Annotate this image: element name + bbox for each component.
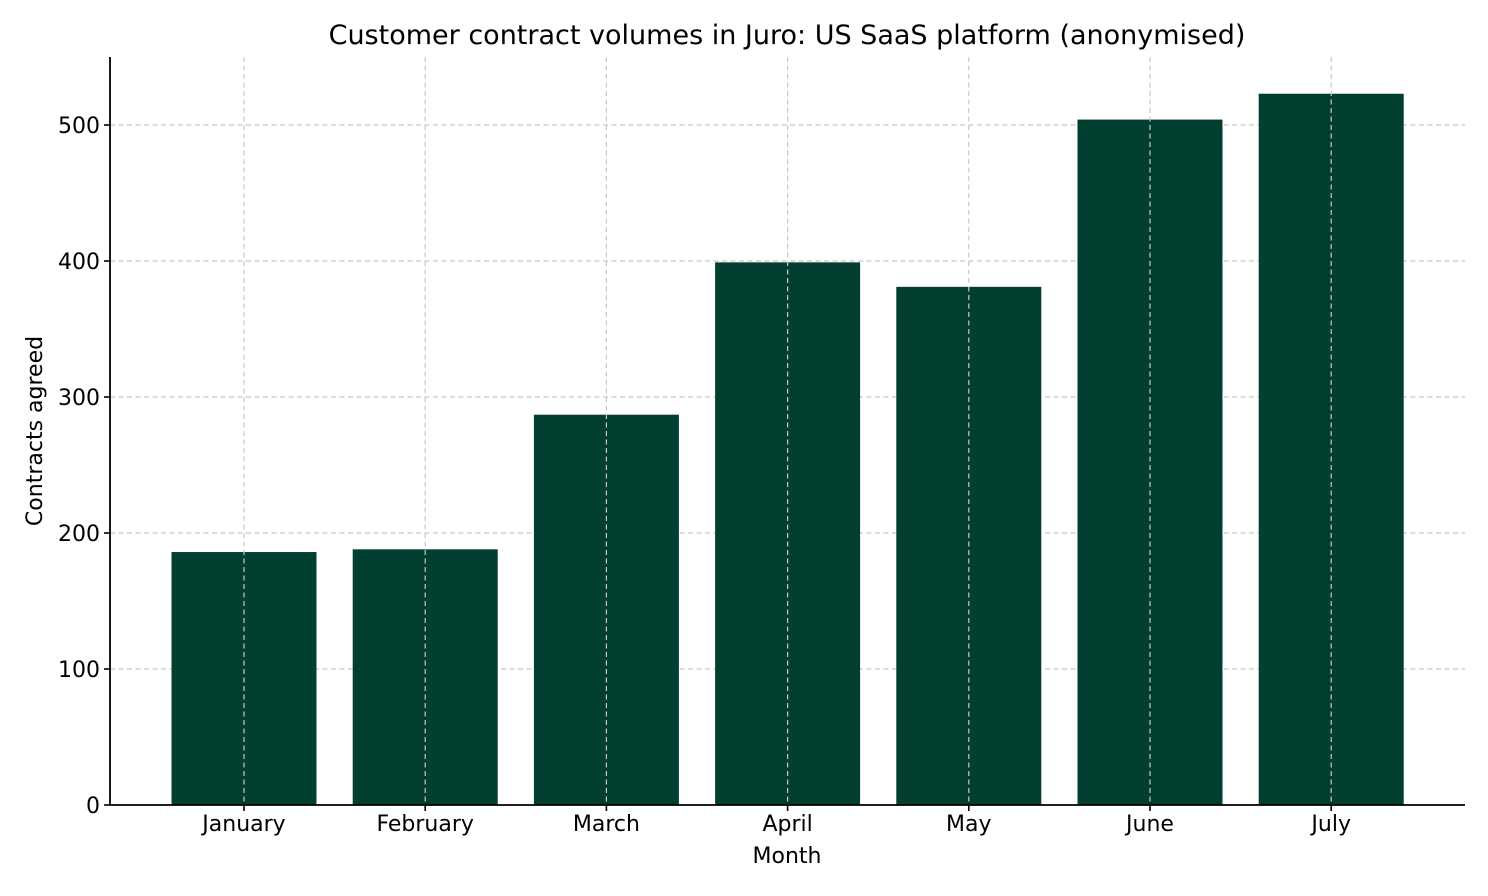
ticks-layer: 0 100 200 300 400 500 January February March Apri…	[58, 114, 1351, 837]
x-axis-label: Month	[753, 844, 822, 869]
y-tick-label: 300	[58, 386, 100, 411]
x-tick-label: January	[200, 812, 285, 837]
y-axis-label: Contracts agreed	[23, 336, 48, 526]
x-tick-label: June	[1124, 812, 1174, 837]
bar-february	[352, 549, 498, 805]
y-tick-label: 400	[58, 250, 100, 275]
y-tick-label: 500	[58, 114, 100, 139]
y-tick-label: 0	[86, 794, 100, 819]
x-tick-label: July	[1309, 812, 1351, 837]
y-tick-label: 200	[58, 522, 100, 547]
x-tick-label: May	[946, 812, 991, 837]
x-tick-label: April	[762, 812, 812, 837]
grid-layer	[110, 124, 1465, 670]
vertical-grid-layer	[243, 57, 1332, 805]
y-tick-label: 100	[58, 658, 100, 683]
x-tick-label: March	[573, 812, 640, 837]
x-tick-label: February	[376, 812, 474, 837]
chart-title: Customer contract volumes in Juro: US Sa…	[329, 20, 1246, 51]
